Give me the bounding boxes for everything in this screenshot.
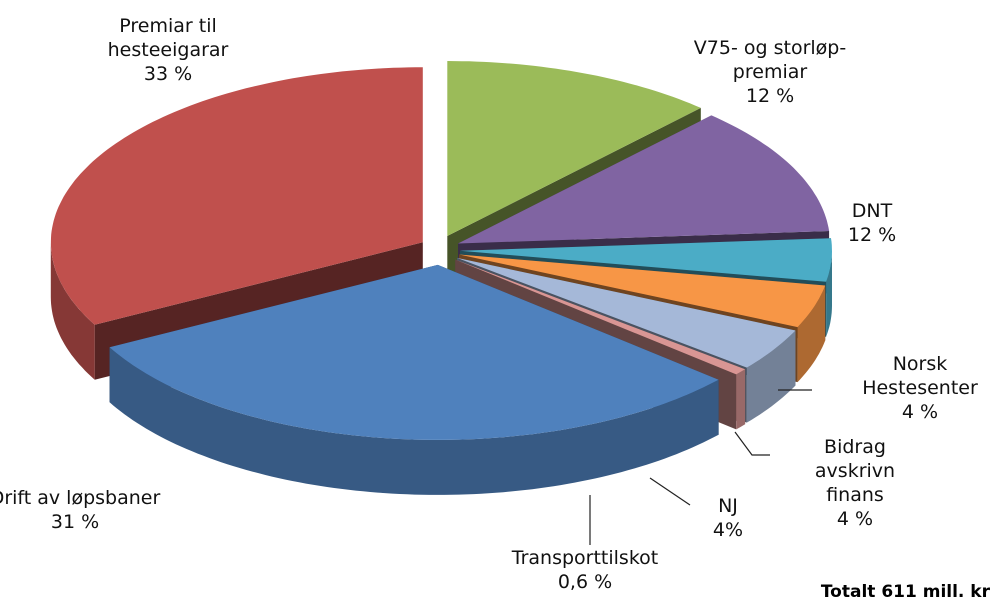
slice — [455, 259, 746, 375]
slice-label: Bidrag avskrivn finans 4 % — [784, 435, 927, 531]
slice-label: DNT 12 % — [848, 199, 896, 247]
category-name: Norsk Hestesenter — [862, 353, 978, 399]
slice — [447, 61, 701, 236]
leader-line — [649, 477, 691, 506]
pie-slices — [50, 61, 832, 495]
slice — [457, 257, 796, 368]
slice-side — [797, 285, 826, 383]
slice-side — [736, 369, 746, 430]
slice-side — [109, 347, 719, 495]
total-note: Totalt 611 mill. kr — [820, 582, 990, 602]
slice — [109, 264, 719, 495]
slice — [459, 254, 826, 328]
value-label: 4 % — [901, 401, 939, 423]
category-name: Transporttilskot — [511, 547, 659, 569]
slice-side — [746, 330, 796, 423]
slice-label: Norsk Hestesenter 4 % — [862, 352, 978, 424]
category-name: Premiar til hesteeigarar — [107, 15, 229, 61]
leader-line — [734, 431, 770, 456]
slice — [458, 115, 830, 244]
value-label: 31 % — [50, 511, 100, 533]
slice-label: Transporttilskot 0,6 % — [512, 546, 658, 594]
value-label: 4 % — [836, 508, 874, 530]
category-name: NJ — [718, 495, 738, 517]
slice-side — [50, 242, 95, 380]
slice-label: Premiar til hesteeigarar 33 % — [108, 14, 229, 86]
category-name: V75- og storløp- premiar — [693, 37, 847, 83]
value-label: 12 % — [847, 224, 897, 246]
slice — [460, 238, 832, 282]
slice-label: Drift av løpsbaner 31 % — [0, 486, 160, 534]
category-name: Drift av løpsbaner — [0, 487, 161, 509]
slice — [109, 264, 719, 440]
category-name: DNT — [851, 200, 893, 222]
value-label: 33 % — [143, 63, 193, 85]
slice — [50, 67, 423, 325]
leader-lines — [589, 389, 812, 545]
value-label: 0,6 % — [557, 571, 613, 593]
value-label: 4% — [712, 519, 744, 541]
slice-label: NJ 4% — [713, 494, 743, 542]
slice-side — [826, 250, 832, 337]
value-label: 12 % — [745, 85, 795, 107]
category-name: Bidrag avskrivn finans — [814, 436, 896, 506]
slice-label: V75- og storløp- premiar 12 % — [694, 36, 846, 108]
